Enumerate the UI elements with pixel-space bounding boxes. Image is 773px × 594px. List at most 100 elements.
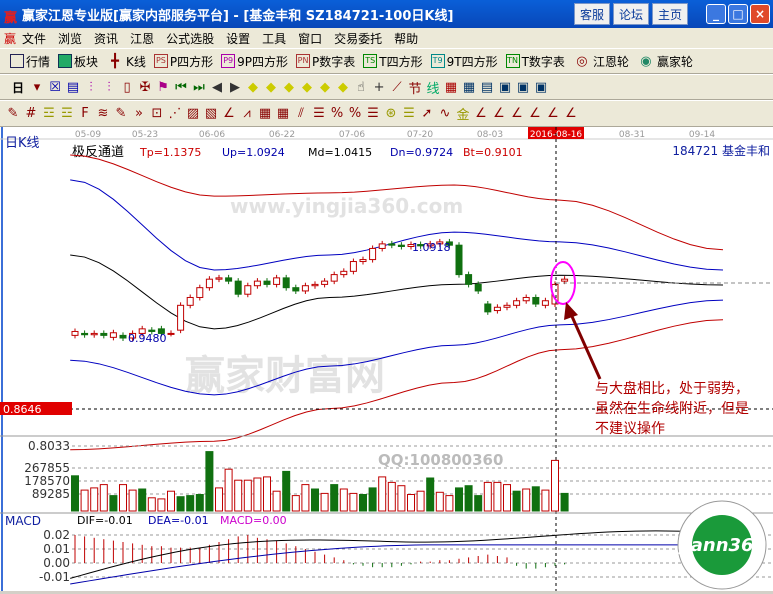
hand-icon[interactable]: ☝ [357,79,365,95]
last-icon[interactable]: ⏭ [193,79,205,95]
diag-grid-icon[interactable]: ▧ [204,106,218,121]
bars9-icon[interactable]: ⫶ [107,79,111,95]
menu-trade[interactable]: 交易委托 [334,31,383,46]
box-icon[interactable]: ⊡ [151,106,163,121]
next-icon[interactable]: ▶ [230,79,241,95]
network-icon[interactable]: ▣ [516,79,530,95]
f-icon[interactable]: F [81,106,89,121]
toolbar-gann-wheel[interactable]: ◎ 江恩轮 [573,53,629,70]
square-grid-icon[interactable]: ▨ [186,106,200,121]
forum-button[interactable]: 论坛 [613,3,650,25]
jin-icon[interactable]: 金 [456,108,470,123]
period-select[interactable]: 日 [12,80,25,95]
home-button[interactable]: 主页 [652,3,689,25]
volume-bar [464,485,473,512]
prev-icon[interactable]: ◀ [212,79,223,95]
candle-type-icon[interactable]: ▯ [123,79,131,95]
volume-bar [253,477,262,512]
angle-j-icon[interactable]: ∠ [475,106,487,121]
zoom-out-icon[interactable]: ◆ [302,79,313,95]
report-icon[interactable]: ▤ [480,79,494,95]
dropdown-icon[interactable]: ▾ [33,79,41,95]
bars3-icon[interactable]: ⫶ [89,79,93,95]
arrow-icon[interactable]: ➚ [421,106,433,121]
xian-icon[interactable]: 线 [426,81,440,97]
candle [455,244,463,276]
toolbar-9t-square[interactable]: T9 9T四方形 [430,54,498,69]
menu-window[interactable]: 窗口 [298,31,323,46]
toolbar-winner-wheel[interactable]: ◉ 赢家轮 [637,53,693,70]
percent-icon[interactable]: % [348,106,362,121]
first-icon[interactable]: ⏮ [175,79,187,95]
zigzag-icon[interactable]: ⩘ [243,106,251,121]
percent-lines-icon[interactable]: ☰ [367,106,379,121]
candle [215,277,223,280]
angle-f-icon[interactable]: ∠ [493,106,505,121]
candle [301,285,309,292]
toolbar-kline[interactable]: ╋ K线 [106,53,146,70]
jie-icon[interactable]: 节 [408,81,422,97]
gold-icon[interactable]: ☲ [61,106,73,121]
crosshair-icon[interactable]: + [373,79,385,95]
toolbar-p-table[interactable]: PN P数字表 [296,54,356,69]
minimize-button[interactable]: _ [706,4,726,24]
angle-s-icon[interactable]: ∠ [565,106,577,121]
parallel-icon[interactable]: ⫽ [298,106,304,121]
flag-icon[interactable]: ⚑ [157,79,169,95]
save-icon[interactable]: ▣ [498,79,512,95]
more-icon[interactable]: » [135,106,143,121]
menu-browse[interactable]: 浏览 [58,31,83,46]
close-button[interactable]: × [750,4,770,24]
service-button[interactable]: 客服 [574,3,611,25]
t9-icon: T9 [430,54,445,68]
right-arrow-icon[interactable]: ◆ [266,79,277,95]
candle [426,243,434,247]
wave-icon[interactable]: ≋ [97,106,109,121]
menu-news[interactable]: 资讯 [94,31,119,46]
angle-g-icon[interactable]: ∠ [511,106,523,121]
menu-gann[interactable]: 江恩 [130,31,155,46]
pen-icon[interactable]: ✎ [7,106,19,121]
print-icon[interactable]: ▣ [534,79,548,95]
calendar-icon[interactable]: ▦ [444,79,458,95]
gold-lines-icon[interactable]: ☰ [403,106,415,121]
note-icon[interactable]: ▤ [66,79,80,95]
left-arrow-icon[interactable]: ◆ [248,79,259,95]
angle-y-icon[interactable]: ∠ [547,106,559,121]
toolbar-quotes[interactable]: 行情 [10,53,50,70]
menu-help[interactable]: 帮助 [394,31,419,46]
angle-icon[interactable]: ∠ [223,106,235,121]
line-icon[interactable]: ⟋ [392,79,402,95]
kline-chart-svg[interactable]: 05-09 05-23 06-06 06-22 07-06 07-20 08-03 2016-… [0,127,773,591]
gann-icon[interactable]: ✠ [139,79,151,95]
levels-icon[interactable]: ☰ [313,106,325,121]
shrink-icon[interactable]: ◆ [338,79,349,95]
percent-slash-icon[interactable]: % [330,106,344,121]
menu-file[interactable]: 文件 [22,31,47,46]
marker-icon[interactable]: ✎ [115,106,127,121]
toolbar-t-table[interactable]: TN T数字表 [505,54,565,69]
gold-coin-icon[interactable]: ⊛ [385,106,397,121]
hash-icon[interactable]: # [25,106,37,121]
grid-b-icon[interactable]: ▦ [276,106,290,121]
calculator-icon[interactable]: ▦ [462,79,476,95]
menu-formula[interactable]: 公式选股 [166,31,215,46]
grid-a-icon[interactable]: ▦ [258,106,272,121]
candle [388,243,396,246]
toolbar-p-square[interactable]: PS P四方形 [153,53,213,70]
toolbar-9p-square[interactable]: P9 9P四方形 [221,53,288,70]
toolbar-sectors[interactable]: 板块 [58,53,98,70]
angle-t-icon[interactable]: ∠ [529,106,541,121]
menu-tools[interactable]: 工具 [262,31,287,46]
kline-chart-area[interactable]: 05-09 05-23 06-06 06-22 07-06 07-20 08-03 2016-… [0,127,773,591]
toolbar-t-square[interactable]: TS T四方形 [363,53,423,70]
fan-icon[interactable]: ⋰ [168,106,182,121]
maximize-button[interactable]: □ [728,4,748,24]
zoom-in-icon[interactable]: ◆ [284,79,295,95]
sine-icon[interactable]: ∿ [439,106,451,121]
chart-icon[interactable]: ☒ [49,79,61,95]
indicator-tp: Tp=1.1375 [139,146,201,159]
menu-settings[interactable]: 设置 [226,31,251,46]
expand-icon[interactable]: ◆ [320,79,331,95]
gann-fan-icon[interactable]: ☲ [43,106,55,121]
